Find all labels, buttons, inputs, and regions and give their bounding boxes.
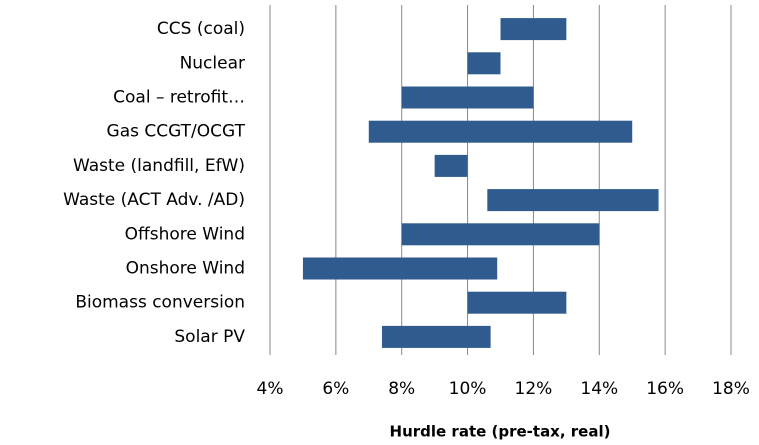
- x-tick-label: 16%: [646, 379, 684, 399]
- y-tick-label: Waste (ACT Adv. /AD): [63, 190, 245, 210]
- bar: [500, 18, 567, 41]
- x-tick-label: 6%: [322, 379, 349, 399]
- y-tick-label: Waste (landfill, EfW): [73, 156, 245, 176]
- bar: [401, 223, 600, 246]
- y-tick-label: Nuclear: [180, 53, 245, 73]
- x-tick-label: 12%: [515, 379, 553, 399]
- y-tick-label: Biomass conversion: [75, 293, 245, 313]
- y-tick-label: Coal – retrofit…: [113, 88, 245, 108]
- y-tick-label: Onshore Wind: [126, 259, 245, 279]
- bar: [401, 86, 534, 109]
- y-tick-label: CCS (coal): [157, 19, 245, 39]
- y-tick-label: Solar PV: [174, 327, 245, 347]
- x-axis-label: Hurdle rate (pre-tax, real): [390, 423, 611, 441]
- bar: [467, 52, 501, 75]
- y-tick-label: Offshore Wind: [125, 224, 245, 244]
- x-tick-label: 8%: [388, 379, 415, 399]
- bar: [434, 154, 468, 177]
- bar: [368, 120, 633, 143]
- x-tick-label: 10%: [449, 379, 487, 399]
- y-tick-label: Gas CCGT/OCGT: [107, 122, 246, 142]
- bar: [487, 189, 659, 212]
- x-tick-label: 4%: [257, 379, 284, 399]
- bar: [467, 291, 567, 314]
- bar: [302, 257, 498, 280]
- x-tick-label: 14%: [580, 379, 618, 399]
- x-tick-label: 18%: [712, 379, 750, 399]
- bar: [381, 325, 491, 348]
